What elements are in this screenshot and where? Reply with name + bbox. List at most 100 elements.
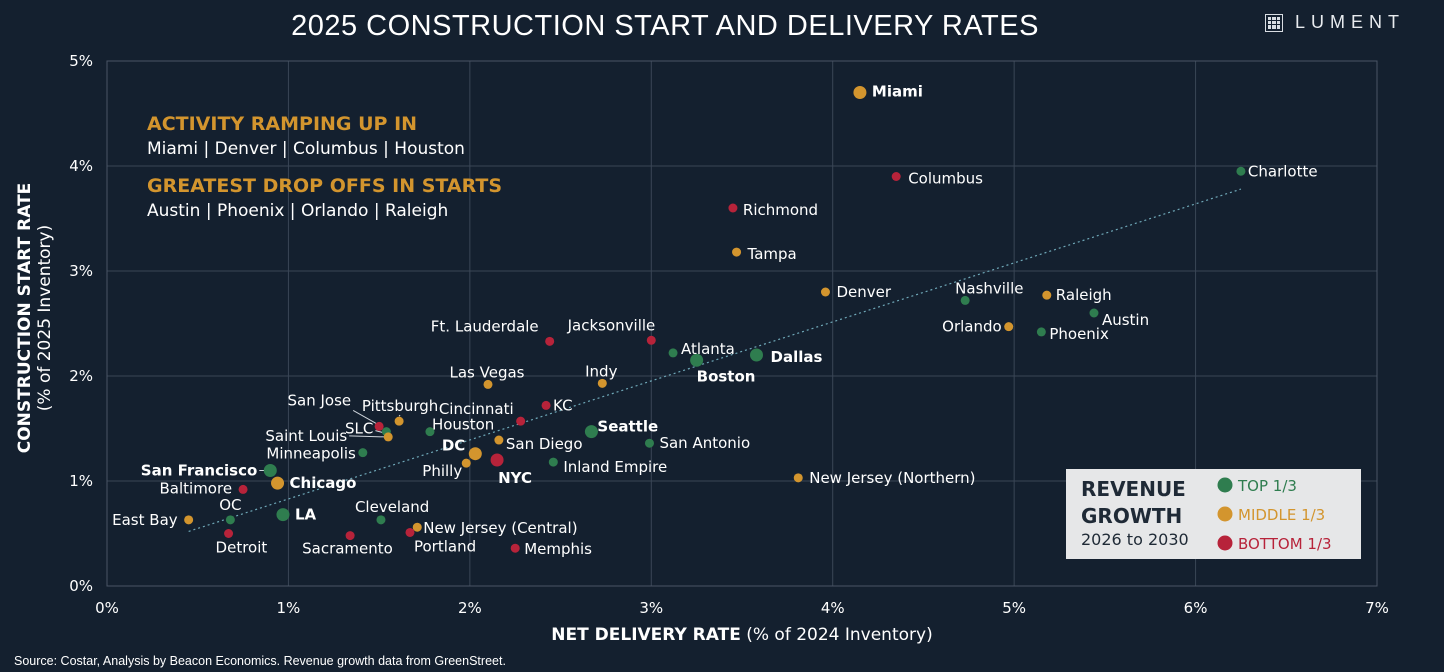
point-kc [541,400,551,410]
point-boston [690,353,704,367]
point-san-francisco [263,464,277,477]
label-phoenix: Phoenix [1049,325,1109,343]
point-nashville [960,295,970,305]
point-minneapolis [358,448,368,458]
label-las-vegas: Las Vegas [450,363,525,381]
label-atlanta: Atlanta [681,340,735,358]
x-tick-label: 3% [639,599,663,617]
point-houston [425,427,435,437]
point-ft-lauderdale [545,336,555,346]
point-richmond [728,203,738,213]
x-tick-label: 0% [95,599,119,617]
point-indy [597,378,607,388]
leader-pittsburgh [398,414,401,417]
point-new-jersey-northern [793,473,803,483]
point-atlanta [668,348,678,358]
legend-dot-2 [1217,535,1233,551]
point-cincinnati [516,416,526,426]
legend-label-0: TOP 1/3 [1237,477,1297,495]
label-cleveland: Cleveland [355,498,429,516]
label-columbus: Columbus [908,170,983,188]
label-seattle: Seattle [597,418,658,436]
point-orlando [1004,322,1014,332]
legend-label-2: BOTTOM 1/3 [1238,535,1332,553]
label-chicago: Chicago [290,474,357,492]
leader-san-jose [352,409,377,424]
point-charlotte [1236,166,1246,176]
legend-items: TOP 1/3 MIDDLE 1/3 BOTTOM 1/3 [1217,477,1332,553]
label-austin: Austin [1102,311,1149,329]
point-las-vegas [483,379,493,389]
label-san-antonio: San Antonio [659,434,750,452]
chart-title: 2025 CONSTRUCTION START AND DELIVERY RAT… [291,10,1039,42]
legend-dot-1 [1217,506,1233,522]
label-saint-louis: Saint Louis [265,427,347,445]
label-pittsburgh: Pittsburgh [362,397,438,415]
label-minneapolis: Minneapolis [266,445,356,463]
label-inland-empire: Inland Empire [563,458,667,476]
x-tick-label: 4% [821,599,845,617]
label-memphis: Memphis [524,540,592,558]
leader-saint-louis [349,435,385,438]
label-san-jose: San Jose [288,391,352,409]
label-indy: Indy [585,362,617,380]
x-tick-label: 7% [1365,599,1389,617]
point-chicago [271,476,285,490]
lument-logo: LUMENT [1265,12,1405,33]
point-inland-empire [548,457,558,467]
point-miami [853,86,867,99]
label-raleigh: Raleigh [1056,286,1112,304]
point-pittsburgh [394,416,404,426]
y-axis-title-sub: (% of 2025 Inventory) [35,225,55,411]
point-baltimore [238,484,248,494]
x-tick-label: 1% [277,599,301,617]
point-new-jersey-central [412,522,422,532]
point-san-jose [374,421,384,431]
axis-ticks: 0% 1% 2% 3% 4% 5% 6% 7% 0% 1% 2% 3% 4% 5% [69,52,1389,617]
label-charlotte: Charlotte [1248,162,1318,180]
y-tick-label: 0% [69,577,93,595]
y-tick-label: 3% [69,262,93,280]
y-tick-label: 1% [69,472,93,490]
label-denver: Denver [836,283,891,301]
point-philly [461,458,471,468]
point-austin [1089,308,1099,318]
point-dc [468,447,482,461]
legend: REVENUE GROWTH 2026 to 2030 TOP 1/3 MIDDL… [1066,469,1361,559]
label-new-jersey-central: New Jersey (Central) [423,519,577,537]
point-nyc [490,453,504,467]
drop-heading: GREATEST DROP OFFS IN STARTS [147,175,502,197]
plot-frame [106,60,1378,587]
point-denver [820,287,830,297]
label-baltimore: Baltimore [160,479,233,497]
x-axis-title: NET DELIVERY RATE (% of 2024 Inventory) [551,625,932,645]
label-miami: Miami [872,83,923,101]
data-points [184,86,1246,553]
label-east-bay: East Bay [112,511,178,529]
point-tampa [732,247,742,257]
point-saint-louis [383,432,393,442]
point-san-antonio [644,438,654,448]
label-kc: KC [553,396,573,414]
label-sacramento: Sacramento [302,540,393,558]
label-jacksonville: Jacksonville [567,316,656,334]
point-oc [225,515,235,525]
y-tick-label: 5% [69,52,93,70]
source-note: Source: Costar, Analysis by Beacon Econo… [14,654,506,668]
x-tick-label: 6% [1184,599,1208,617]
label-slc: SLC [345,420,373,438]
label-la: LA [295,506,317,524]
legend-title-line2: GROWTH [1081,504,1182,528]
label-san-diego: San Diego [506,435,583,453]
label-dc: DC [442,437,465,455]
label-portland: Portland [414,537,476,555]
point-san-diego [494,435,504,445]
label-san-francisco: San Francisco [141,462,257,480]
logo-grid-icon [1265,13,1283,32]
legend-dot-0 [1217,477,1233,493]
y-tick-label: 2% [69,367,93,385]
label-boston: Boston [697,367,756,385]
legend-box [1066,469,1361,559]
label-ft-lauderdale: Ft. Lauderdale [431,317,539,335]
